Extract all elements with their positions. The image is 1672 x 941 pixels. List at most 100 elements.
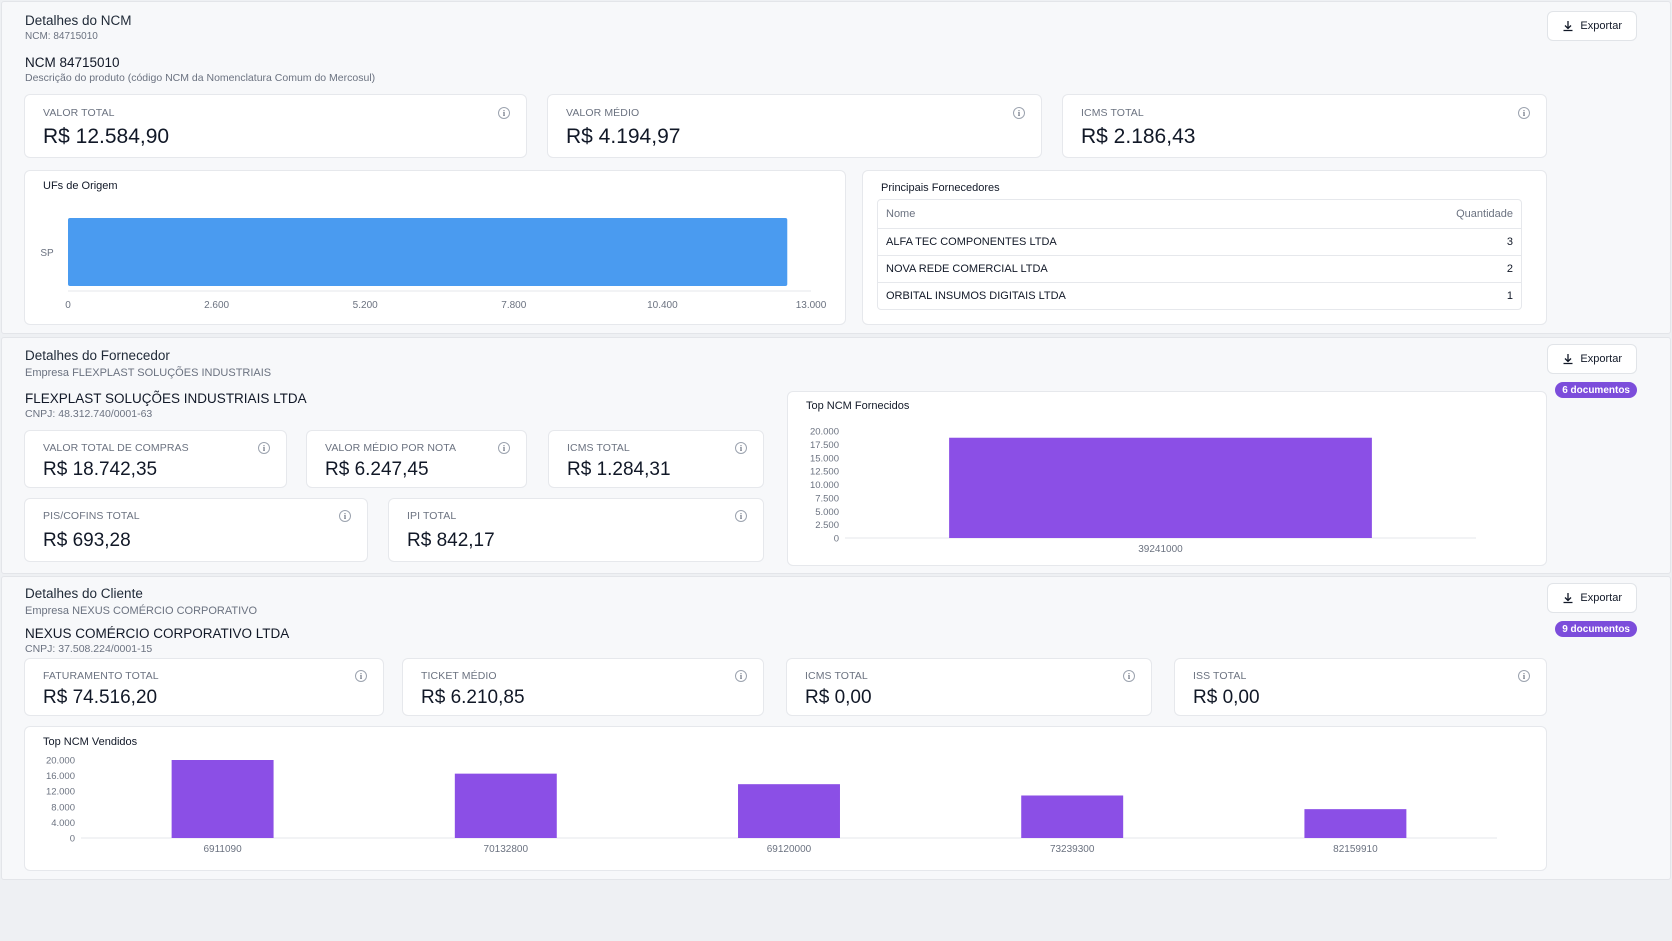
bar-ncm-70132800	[454, 773, 557, 838]
bar-ncm-69120000	[738, 784, 840, 838]
y-tick-label: 0	[834, 534, 839, 545]
table-header-row: Nome Quantidade	[878, 200, 1521, 229]
category-label: SP	[40, 248, 54, 259]
table-row[interactable]: ALFA TEC COMPONENTES LTDA 3	[878, 228, 1521, 256]
kpi-label: PIS/COFINS TOTAL	[43, 510, 140, 522]
main-suppliers-card: Principais Fornecedores Nome Quantidade …	[862, 170, 1547, 325]
bar-sp	[68, 218, 788, 286]
info-icon[interactable]: i	[1013, 107, 1025, 119]
info-icon[interactable]: i	[1518, 107, 1530, 119]
x-tick-label: 2.600	[204, 300, 229, 311]
kpi-value: R$ 842,17	[407, 530, 495, 551]
kpi-value: R$ 0,00	[1193, 687, 1260, 708]
kpi-value: R$ 74.516,20	[43, 687, 158, 708]
info-icon[interactable]: i	[735, 442, 747, 454]
kpi-value: R$ 2.186,43	[1081, 125, 1196, 148]
top-ncm-supplied-card: Top NCM Fornecidos 0 2.500 5.000 7.500 10.00…	[787, 391, 1547, 566]
documents-badge: 9 documentos	[1555, 621, 1637, 637]
ncm-code-title: NCM 84715010	[25, 55, 120, 70]
client-name-title: NEXUS COMÉRCIO CORPORATIVO LTDA	[25, 626, 290, 641]
info-icon[interactable]: i	[355, 670, 367, 682]
column-header-quantity[interactable]: Quantidade	[1346, 200, 1521, 229]
top-ncm-supplied-bar-chart: 0 2.500 5.000 7.500 10.000 12.500 15.000 17.500…	[810, 427, 1476, 555]
export-button[interactable]: Exportar	[1547, 344, 1637, 374]
kpi-label: IPI TOTAL	[407, 510, 457, 522]
y-tick-label: 0	[70, 834, 75, 845]
y-tick-label: 17.500	[810, 440, 839, 451]
kpi-card-icms-total: ICMS TOTAL i R$ 1.284,31	[548, 430, 764, 488]
info-icon[interactable]: i	[1123, 670, 1135, 682]
export-label: Exportar	[1580, 20, 1622, 32]
download-icon	[1563, 21, 1573, 32]
info-icon[interactable]: i	[498, 442, 510, 454]
kpi-value: R$ 18.742,35	[43, 459, 158, 480]
kpi-value: R$ 4.194,97	[566, 125, 681, 148]
section-title: Detalhes do Fornecedor	[25, 348, 170, 363]
y-tick-label: 12.500	[810, 467, 839, 478]
supplier-cnpj: CNPJ: 48.312.740/0001-63	[25, 408, 153, 420]
suppliers-table: Nome Quantidade ALFA TEC COMPONENTES LTD…	[878, 200, 1521, 309]
table-row[interactable]: ORBITAL INSUMOS DIGITAIS LTDA 1	[878, 282, 1521, 309]
kpi-label: ISS TOTAL	[1193, 670, 1247, 682]
supplier-details-section: Detalhes do Fornecedor Empresa FLEXPLAST…	[1, 337, 1671, 574]
bar-ncm-39241000	[949, 437, 1372, 538]
kpi-card-valor-total: VALOR TOTAL i R$ 12.584,90	[24, 94, 527, 158]
supplier-name: ORBITAL INSUMOS DIGITAIS LTDA	[886, 289, 1066, 302]
section-title: Detalhes do Cliente	[25, 586, 143, 601]
client-cnpj: CNPJ: 37.508.224/0001-15	[25, 643, 153, 655]
kpi-label: VALOR TOTAL	[43, 107, 115, 119]
kpi-label: VALOR MÉDIO	[566, 107, 640, 119]
y-tick-label: 20.000	[810, 427, 839, 438]
kpi-label: VALOR MÉDIO POR NOTA	[325, 442, 457, 454]
y-tick-label: 7.500	[815, 493, 839, 504]
kpi-label: ICMS TOTAL	[567, 442, 630, 454]
kpi-label: TICKET MÉDIO	[421, 670, 497, 682]
y-tick-label: 8.000	[51, 802, 75, 813]
kpi-card-valor-medio: VALOR MÉDIO i R$ 4.194,97	[547, 94, 1042, 158]
y-tick-label: 2.500	[815, 520, 839, 531]
uf-origin-bar-chart: 0 2.600 5.200 7.800 10.400 13.000 SP	[40, 218, 827, 311]
download-icon	[1563, 593, 1573, 604]
kpi-card-ipi-total: IPI TOTAL i R$ 842,17	[388, 498, 764, 562]
export-button[interactable]: Exportar	[1547, 583, 1637, 613]
info-icon[interactable]: i	[258, 442, 270, 454]
top-ncm-sold-bar-chart: 0 4.000 8.000 12.000 16.000 20.000 6911090 7013…	[46, 756, 1497, 855]
y-tick-label: 15.000	[810, 453, 839, 464]
x-tick-label: 13.000	[796, 300, 827, 311]
x-tick-label: 5.200	[353, 300, 378, 311]
column-header-name[interactable]: Nome	[878, 200, 1347, 229]
bar-ncm-6911090	[171, 760, 274, 838]
kpi-card-total-purchases: VALOR TOTAL DE COMPRAS i R$ 18.742,35	[24, 430, 287, 488]
y-tick-label: 16.000	[46, 771, 75, 782]
info-icon[interactable]: i	[1518, 670, 1530, 682]
chart-title: UFs de Origem	[43, 180, 118, 192]
uf-origin-chart-card: UFs de Origem 0 2.600 5.200 7.800 10.400 13.0…	[24, 170, 846, 325]
suppliers-table-wrap: Nome Quantidade ALFA TEC COMPONENTES LTD…	[877, 199, 1522, 310]
supplier-quantity: 3	[1346, 228, 1521, 256]
top-ncm-sold-card: Top NCM Vendidos 0 4.000 8.000 12.000 16.000…	[24, 726, 1547, 871]
kpi-label: FATURAMENTO TOTAL	[43, 670, 159, 682]
info-icon[interactable]: i	[498, 107, 510, 119]
export-label: Exportar	[1580, 592, 1622, 604]
y-tick-label: 10.000	[810, 480, 839, 491]
export-button[interactable]: Exportar	[1547, 11, 1637, 41]
kpi-card-avg-ticket: TICKET MÉDIO i R$ 6.210,85	[402, 658, 764, 716]
info-icon[interactable]: i	[735, 670, 747, 682]
documents-badge: 6 documentos	[1555, 382, 1637, 398]
chart-title: Top NCM Fornecidos	[806, 400, 910, 412]
kpi-card-avg-per-invoice: VALOR MÉDIO POR NOTA i R$ 6.247,45	[306, 430, 527, 488]
kpi-label: ICMS TOTAL	[1081, 107, 1144, 119]
kpi-label: ICMS TOTAL	[805, 670, 868, 682]
info-icon[interactable]: i	[339, 510, 351, 522]
export-label: Exportar	[1580, 353, 1622, 365]
table-row[interactable]: NOVA REDE COMERCIAL LTDA 2	[878, 255, 1521, 283]
kpi-value: R$ 6.210,85	[421, 687, 525, 708]
y-tick-label: 20.000	[46, 756, 75, 767]
info-icon[interactable]: i	[735, 510, 747, 522]
supplier-name-title: FLEXPLAST SOLUÇÕES INDUSTRIAIS LTDA	[25, 391, 307, 406]
kpi-card-icms-total: ICMS TOTAL i R$ 0,00	[786, 658, 1152, 716]
kpi-card-icms-total: ICMS TOTAL i R$ 2.186,43	[1062, 94, 1547, 158]
y-tick-label: 5.000	[815, 507, 839, 518]
x-tick-label: 82159910	[1333, 844, 1378, 855]
section-subtitle: NCM: 84715010	[25, 31, 98, 42]
